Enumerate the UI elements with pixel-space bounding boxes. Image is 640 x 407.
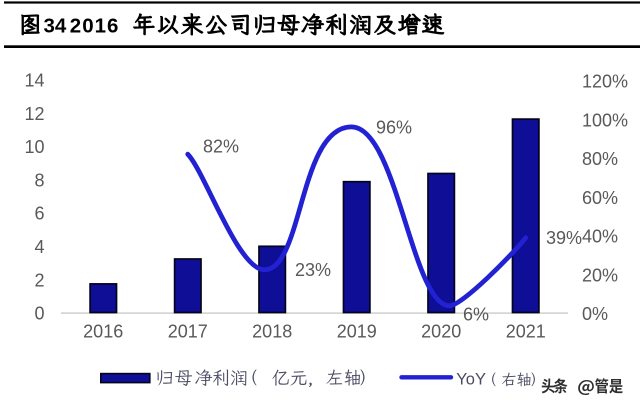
- svg-text:2019: 2019: [337, 322, 377, 342]
- svg-text:12: 12: [24, 104, 44, 124]
- svg-text:4: 4: [34, 237, 44, 257]
- svg-text:34: 34: [44, 14, 67, 37]
- svg-text:YoY: YoY: [456, 370, 486, 388]
- svg-text:39%: 39%: [546, 228, 582, 248]
- svg-text:0: 0: [34, 304, 44, 324]
- svg-text:82%: 82%: [203, 137, 239, 157]
- svg-text:2: 2: [34, 270, 44, 290]
- svg-text:6: 6: [34, 204, 44, 224]
- svg-text:100%: 100%: [582, 110, 628, 130]
- svg-text:2021: 2021: [506, 322, 546, 342]
- svg-text:40%: 40%: [582, 227, 618, 247]
- svg-text:23%: 23%: [295, 260, 331, 280]
- svg-text:2017: 2017: [168, 322, 208, 342]
- svg-text:96%: 96%: [376, 118, 412, 138]
- svg-text:10: 10: [24, 137, 44, 157]
- svg-text:0%: 0%: [582, 304, 608, 324]
- svg-text:6%: 6%: [463, 305, 489, 325]
- svg-text:60%: 60%: [582, 188, 618, 208]
- svg-text:80%: 80%: [582, 149, 618, 169]
- svg-text:20%: 20%: [582, 265, 618, 285]
- svg-text:2020: 2020: [421, 322, 461, 342]
- svg-text:8: 8: [34, 170, 44, 190]
- svg-text:14: 14: [24, 71, 44, 91]
- svg-text:120%: 120%: [582, 72, 628, 92]
- svg-text:2018: 2018: [252, 322, 292, 342]
- svg-text:2016: 2016: [70, 14, 120, 37]
- svg-text:2016: 2016: [83, 322, 123, 342]
